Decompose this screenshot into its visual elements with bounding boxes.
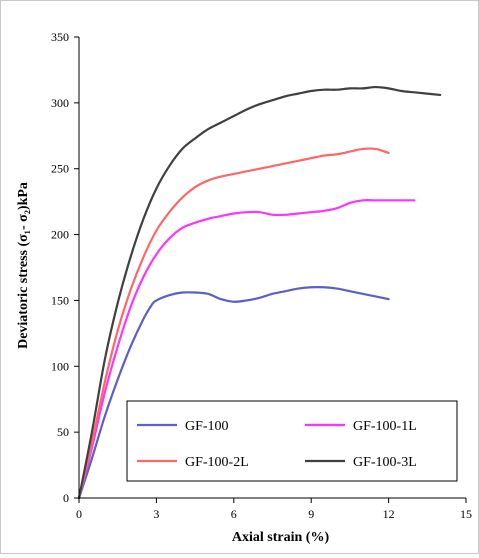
y-tick-label: 300 [51, 96, 69, 110]
y-tick-label: 100 [51, 359, 69, 373]
series-layer [77, 85, 442, 500]
legend-items: GF-100 GF-100-1L GF-100-2L GF-100-3L [137, 419, 417, 470]
legend-label: GF-100-1L [353, 419, 417, 434]
legend-label: GF-100-2L [185, 455, 249, 470]
series-line-gf-100-1l [77, 199, 416, 500]
y-tick-label: 250 [51, 162, 69, 176]
legend-label: GF-100 [185, 419, 229, 434]
y-axis-title: Deviatoric stress (σ₁- σ₂)kPa [16, 182, 31, 349]
tick-layer: 0 50 100 150 200 250 300 350 0 3 6 9 12 15 [51, 30, 472, 521]
x-axis-title: Axial strain (%) [232, 530, 330, 545]
y-tick-label: 350 [51, 30, 69, 44]
legend: GF-100 GF-100-1L GF-100-2L GF-100-3L [126, 400, 458, 482]
legend-box [126, 400, 458, 482]
x-tick-label: 12 [383, 507, 395, 521]
y-tick-label: 200 [51, 228, 69, 242]
y-tick-label: 0 [63, 491, 69, 505]
x-tick-label: 9 [308, 507, 314, 521]
x-tick-label: 15 [460, 507, 472, 521]
x-tick-label: 3 [153, 507, 159, 521]
series-line-gf-100 [77, 285, 390, 500]
y-tick-label: 150 [51, 293, 69, 307]
legend-label: GF-100-3L [353, 455, 417, 470]
y-tick-label: 50 [57, 425, 69, 439]
x-tick-label: 6 [231, 507, 237, 521]
axes-layer [78, 37, 466, 499]
x-tick-label: 0 [76, 507, 82, 521]
series-line-gf-100-2l [77, 147, 390, 500]
series-line-gf-100-3l [77, 85, 442, 500]
